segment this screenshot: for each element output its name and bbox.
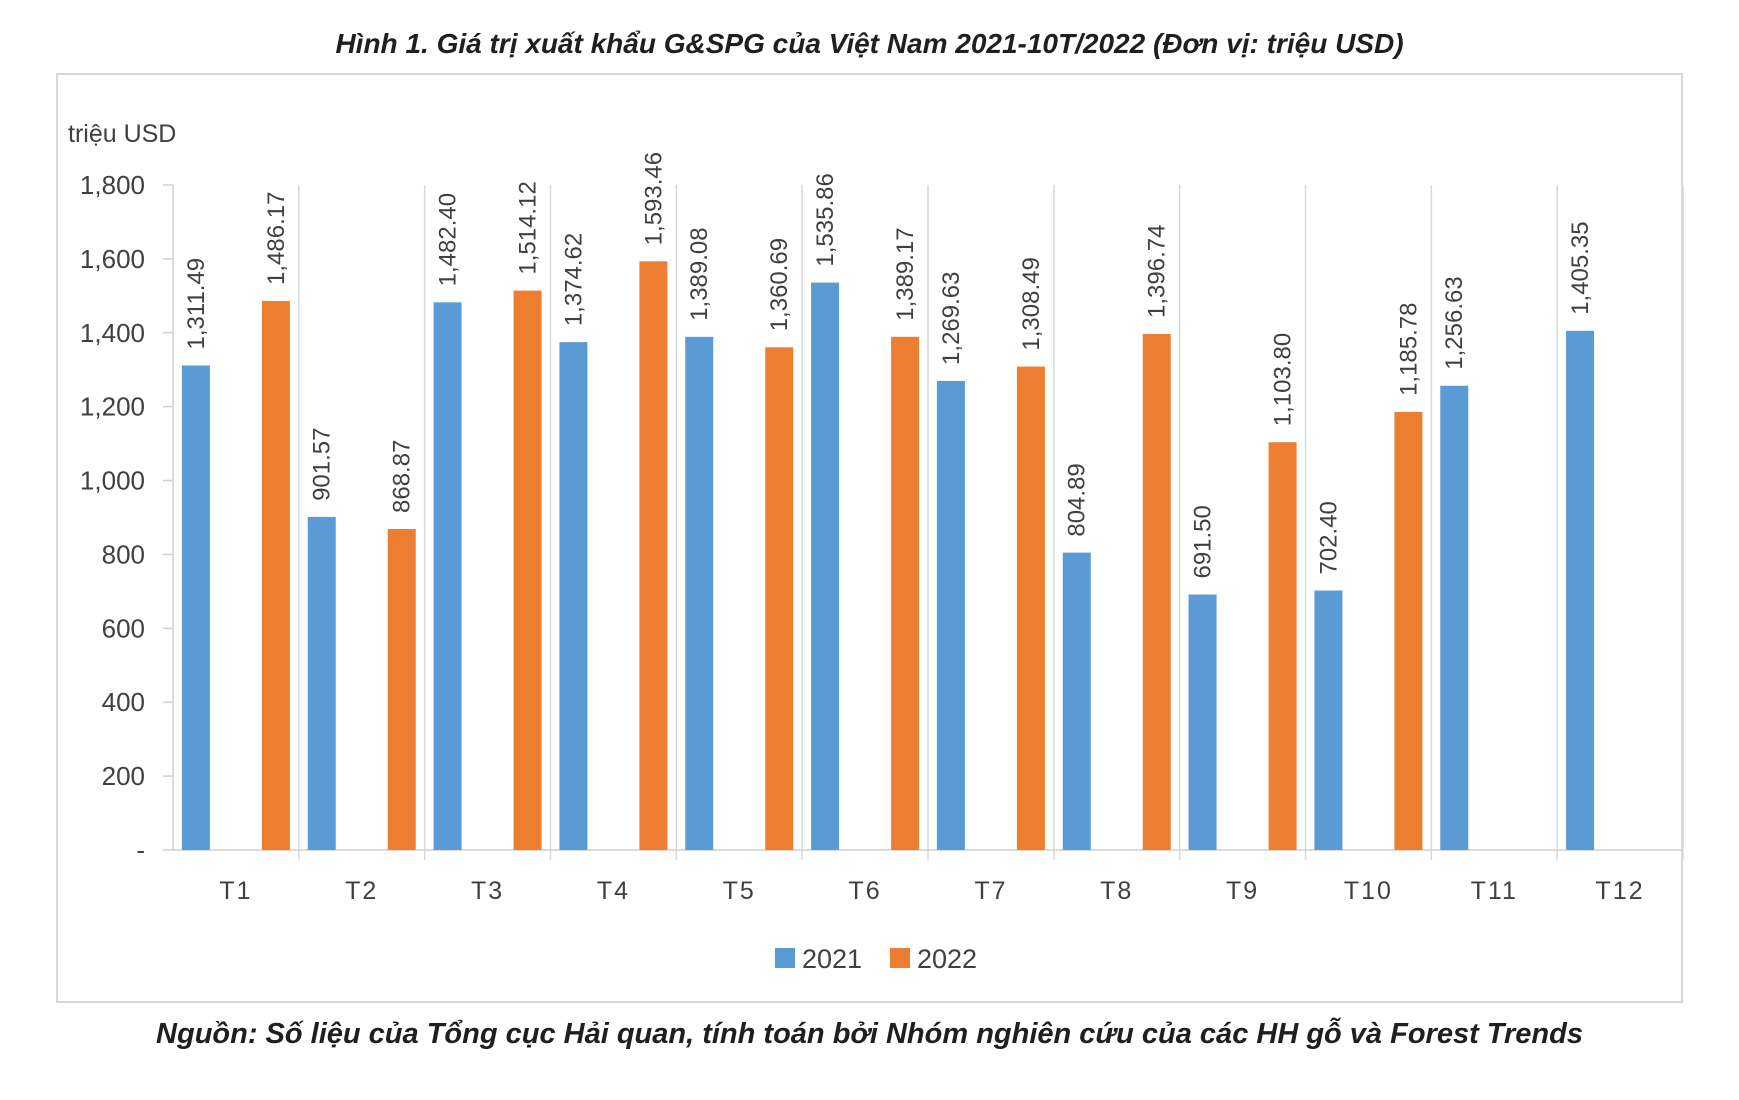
source-note: Nguồn: Số liệu của Tổng cục Hải quan, tí…: [156, 1018, 1583, 1050]
bar-2022-T8: [1142, 333, 1171, 850]
data-label: 1,360.69: [766, 238, 793, 331]
x-tick-label: T8: [1100, 877, 1133, 905]
x-tick-label: T10: [1344, 877, 1393, 905]
bar-2022-T3: [513, 290, 542, 850]
data-label: 1,256.63: [1441, 276, 1468, 369]
bar-2021-T12: [1566, 330, 1595, 850]
bar-2021-T11: [1440, 385, 1469, 850]
data-label: 1,405.35: [1567, 221, 1594, 314]
bar-2021-T8: [1062, 552, 1091, 850]
y-tick-label: 200: [102, 761, 145, 791]
y-tick-label: 1,200: [80, 392, 145, 422]
x-tick-label: T2: [345, 877, 378, 905]
data-label: 804.89: [1064, 463, 1091, 536]
data-label: 901.57: [309, 428, 336, 501]
x-tick-label: T11: [1471, 877, 1518, 905]
x-tick-label: T1: [219, 877, 252, 905]
bar-2021-T9: [1188, 594, 1217, 850]
x-tick-label: T12: [1596, 877, 1645, 905]
bar-2022-T6: [891, 336, 920, 850]
data-label: 1,486.17: [263, 192, 290, 285]
bar-2022-T5: [765, 347, 794, 850]
bar-2021-T3: [433, 302, 462, 850]
y-tick-label: 1,400: [80, 318, 145, 348]
legend-swatch-2022: [890, 948, 910, 968]
data-label: 1,269.63: [938, 272, 965, 365]
data-label: 1,482.40: [435, 193, 462, 286]
bar-2021-T5: [685, 336, 714, 850]
y-tick-label: 400: [102, 687, 145, 717]
y-tick-label: 1,000: [80, 466, 145, 496]
data-label: 702.40: [1315, 501, 1342, 574]
chart-frame: [56, 73, 1683, 1003]
data-label: 1,396.74: [1144, 225, 1171, 318]
chart-title: Hình 1. Giá trị xuất khẩu G&SPG của Việt…: [335, 28, 1404, 59]
y-tick-label: -: [136, 835, 145, 865]
data-label: 1,535.86: [812, 173, 839, 266]
bar-2022-T4: [639, 261, 668, 850]
bar-2022-T1: [261, 300, 290, 850]
y-tick-label: 600: [102, 613, 145, 643]
bar-2022-T9: [1268, 442, 1297, 850]
bar-2021-T10: [1314, 590, 1343, 850]
data-label: 1,185.78: [1395, 302, 1422, 395]
bar-2022-T10: [1394, 411, 1423, 850]
data-label: 1,514.12: [515, 181, 542, 274]
legend-label-2022: 2022: [917, 944, 977, 974]
bar-2022-T7: [1016, 366, 1045, 850]
x-tick-label: T5: [723, 877, 756, 905]
data-label: 868.87: [389, 440, 416, 513]
bar-2021-T6: [811, 282, 840, 850]
data-label: 1,103.80: [1270, 333, 1297, 426]
bar-2022-T2: [387, 529, 416, 850]
x-tick-label: T4: [597, 877, 630, 905]
x-tick-label: T7: [974, 877, 1007, 905]
bar-2021-T7: [936, 380, 965, 850]
data-label: 691.50: [1190, 505, 1217, 578]
data-label: 1,374.62: [560, 233, 587, 326]
data-label: 1,311.49: [183, 258, 210, 350]
data-label: 1,389.08: [686, 227, 713, 320]
y-tick-label: 1,600: [80, 244, 145, 274]
x-tick-label: T9: [1226, 877, 1259, 905]
bar-2021-T2: [307, 516, 336, 850]
bar-2021-T1: [181, 365, 210, 850]
y-tick-label: 1,800: [80, 170, 145, 200]
data-label: 1,389.17: [892, 227, 919, 320]
legend-label-2021: 2021: [802, 944, 862, 974]
legend-swatch-2021: [775, 948, 795, 968]
y-tick-label: 800: [102, 539, 145, 569]
x-tick-label: T3: [471, 877, 504, 905]
data-label: 1,593.46: [640, 152, 667, 245]
data-label: 1,308.49: [1018, 257, 1045, 350]
y-axis-title: triệu USD: [68, 120, 176, 148]
bar-2021-T4: [559, 342, 588, 850]
x-tick-label: T6: [848, 877, 881, 905]
